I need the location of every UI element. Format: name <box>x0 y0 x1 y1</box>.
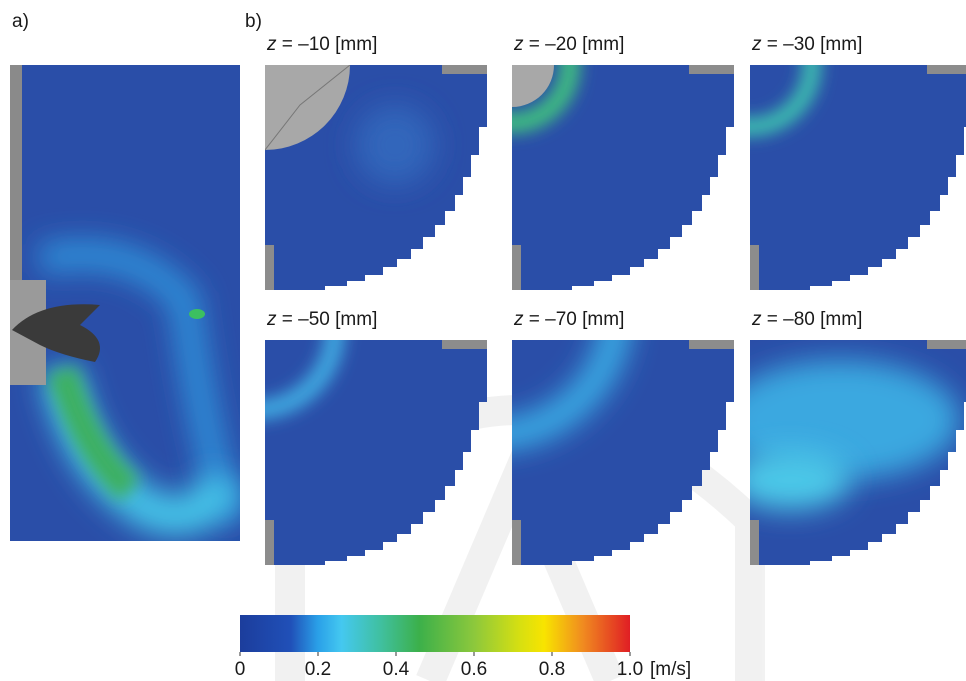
baffle <box>689 340 734 349</box>
baffle <box>442 65 487 74</box>
slice-title: z = –50 [mm] <box>266 309 377 330</box>
slice-title: z = –80 [mm] <box>751 309 862 330</box>
slice-title: z = –10 [mm] <box>266 34 377 55</box>
panel-a-field <box>10 65 240 541</box>
panel-label: b) <box>245 11 262 32</box>
colorbar-unit: [m/s] <box>650 659 691 680</box>
colorbar-tick-label: 0.2 <box>305 659 331 680</box>
colorbar-tick-label: 0.4 <box>383 659 410 680</box>
slice-title: z = –30 [mm] <box>751 34 862 55</box>
colorbar-tick-label: 0.8 <box>539 659 565 680</box>
figure: a) b) z = –10 [mm] z = –20 [mm] z = –30 [m… <box>0 0 966 681</box>
colorbar-tick-label: 1.0 <box>617 659 643 680</box>
colorbar-tick-label: 0.6 <box>461 659 487 680</box>
baffle <box>512 520 521 565</box>
slice-title: z = –70 [mm] <box>513 309 624 330</box>
baffle <box>442 340 487 349</box>
baffle <box>512 245 521 290</box>
baffle <box>927 340 966 349</box>
colorbar-tick-label: 0 <box>235 659 246 680</box>
baffle <box>265 245 274 290</box>
panel-label: a) <box>12 11 29 32</box>
baffle <box>750 520 759 565</box>
colorbar <box>240 615 630 652</box>
baffle <box>927 65 966 74</box>
baffle <box>689 65 734 74</box>
baffle <box>750 245 759 290</box>
baffle <box>265 520 274 565</box>
slice-title: z = –20 [mm] <box>513 34 624 55</box>
